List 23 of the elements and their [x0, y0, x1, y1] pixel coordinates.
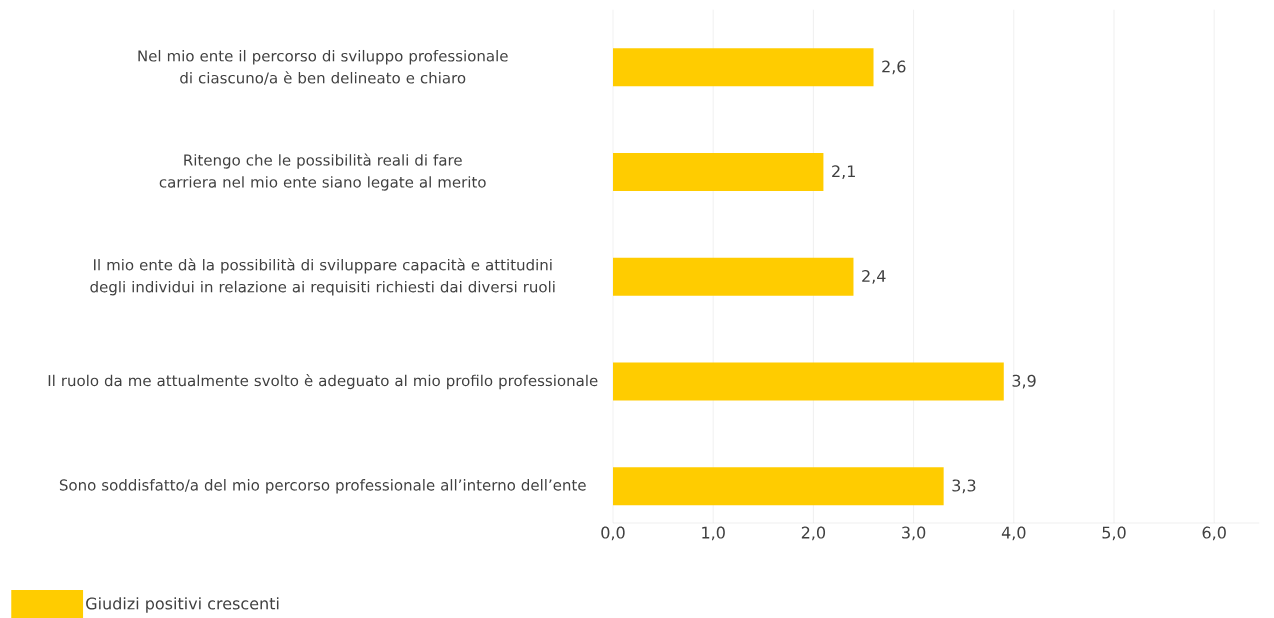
data-label: 3,3 [952, 479, 976, 494]
bar [613, 467, 944, 506]
y-tick-label: Nel mio ente il percorso di sviluppo professionale di ciascuno/a è ben delineato e chiaro [138, 49, 508, 85]
y-tick-label: Il mio ente dà la possibilità di sviluppare capacità e attitudini degli individui in relazione ai requisiti richiesti dai diversi ruoli [90, 258, 555, 296]
bar [613, 362, 1004, 401]
data-label: 2,4 [862, 269, 886, 284]
y-tick-label: Il ruolo da me attualmente svolto è adeguato al mio profilo professionale [48, 374, 598, 390]
bar [613, 153, 824, 192]
x-tick-label: 6,0 [1202, 526, 1226, 541]
x-tick-label: 4,0 [1001, 526, 1026, 541]
x-tick-label: 1,0 [702, 526, 725, 541]
x-tick-label: 2,0 [801, 526, 826, 541]
bar [613, 48, 874, 87]
x-tick-label: 0,0 [601, 526, 625, 541]
y-tick-label: Ritengo che le possibilità reali di fare carriera nel mio ente siano legate al merito [159, 153, 486, 191]
bar [613, 257, 854, 296]
x-tick-label: 5,0 [1102, 526, 1126, 541]
legend-label: Giudizi positivi crescenti [86, 597, 279, 613]
y-tick-label: Sono soddisfatto/a del mio percorso professionale all’interno dell’ente [59, 479, 586, 494]
data-label: 3,9 [1012, 374, 1036, 389]
data-label: 2,1 [832, 165, 855, 179]
data-label: 2,6 [882, 60, 906, 75]
x-tick-label: 3,0 [902, 526, 926, 541]
